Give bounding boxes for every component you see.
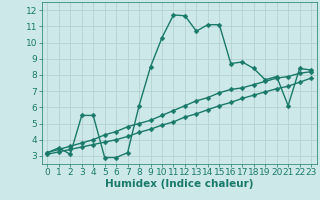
X-axis label: Humidex (Indice chaleur): Humidex (Indice chaleur) xyxy=(105,179,253,189)
